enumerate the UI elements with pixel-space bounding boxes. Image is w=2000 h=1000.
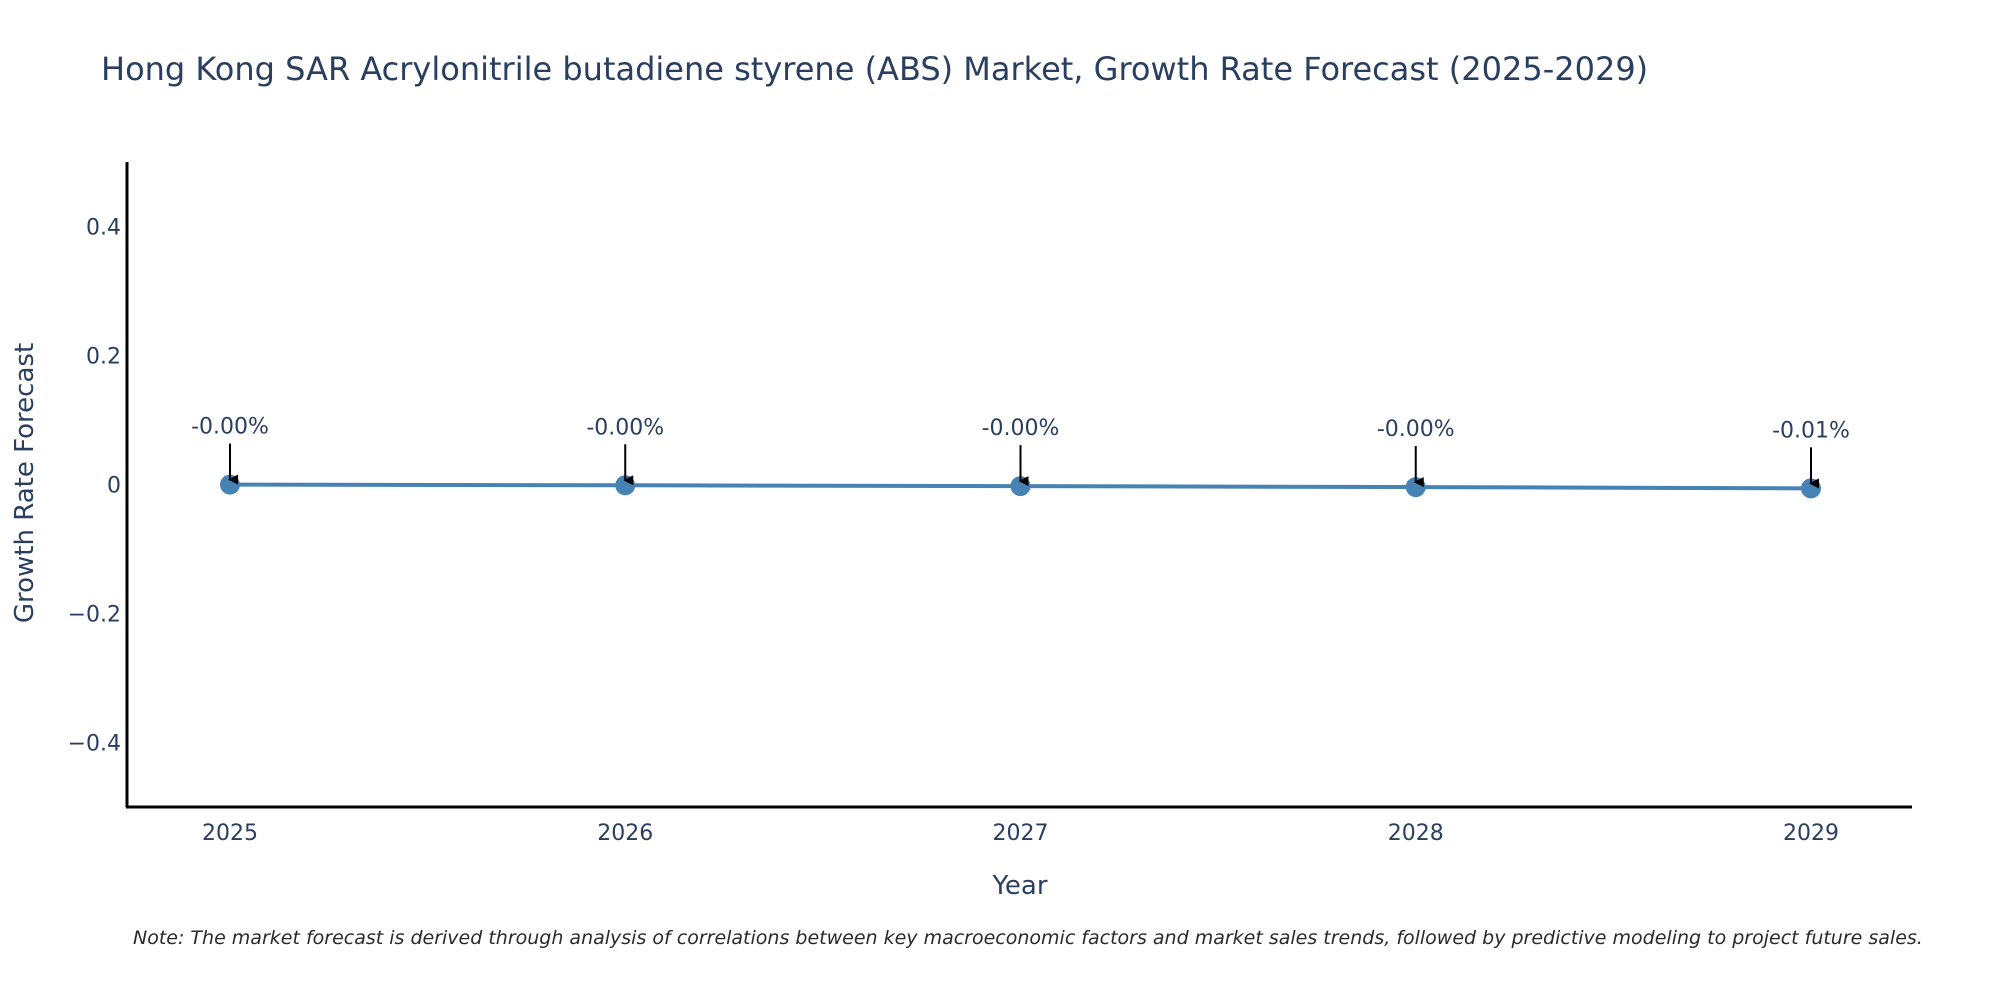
- y-tick-label: −0.2: [68, 603, 121, 628]
- x-tick-label: 2028: [1388, 821, 1444, 846]
- data-label: -0.00%: [586, 415, 664, 440]
- x-axis-title: Year: [991, 871, 1047, 901]
- y-tick-label: 0.2: [86, 345, 121, 370]
- y-tick-label: 0.4: [86, 216, 121, 241]
- y-axis-title: Growth Rate Forecast: [10, 343, 40, 623]
- y-axis-ticks: −0.4 −0.2 0 0.2 0.4: [68, 216, 121, 757]
- x-axis-ticks: 2025 2026 2027 2028 2029: [202, 821, 1839, 846]
- x-tick-label: 2027: [993, 821, 1049, 846]
- x-tick-label: 2029: [1783, 821, 1839, 846]
- data-label: -0.00%: [1377, 417, 1455, 442]
- data-label: -0.00%: [191, 415, 269, 440]
- x-tick-label: 2026: [597, 821, 653, 846]
- y-tick-label: 0: [107, 474, 121, 499]
- data-label: -0.01%: [1772, 418, 1850, 443]
- x-tick-label: 2025: [202, 821, 258, 846]
- y-tick-label: −0.4: [68, 732, 121, 757]
- data-label: -0.00%: [982, 416, 1060, 441]
- annotations-group: -0.00% -0.00% -0.00% -0.00% -0.01%: [191, 415, 1850, 489]
- chart-note: Note: The market forecast is derived thr…: [133, 927, 1923, 949]
- chart-title: Hong Kong SAR Acrylonitrile butadiene st…: [101, 50, 1648, 88]
